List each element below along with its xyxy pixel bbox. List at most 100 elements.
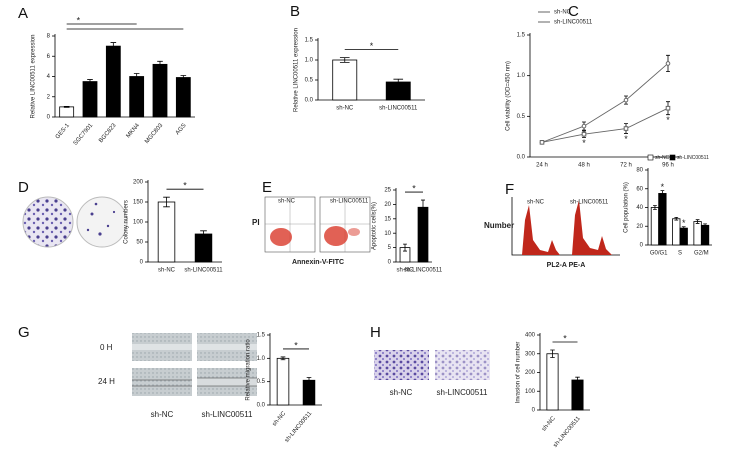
x-tick-label: G2/M	[694, 251, 709, 257]
y-tick-label: 6	[47, 54, 51, 60]
y-axis-label: Invasion of cell number	[516, 342, 522, 404]
y-tick-label: 20	[636, 224, 643, 230]
panel-letter: G	[18, 324, 30, 341]
error-bar	[87, 79, 93, 84]
image-axis-label: Annexin-V-FITC	[292, 259, 344, 266]
error-bar	[63, 105, 70, 108]
error-bar	[280, 356, 286, 361]
x-tick-label: G0/G1	[650, 251, 668, 257]
y-tick-label: 0.5	[257, 379, 266, 385]
cycle-histograms	[511, 197, 620, 256]
legend-swatch	[669, 154, 676, 161]
x-tick-label: AGS	[175, 123, 188, 137]
y-axis-label: Apoptotic cells(%)	[372, 202, 378, 250]
x-tick-label: sh-NC	[336, 106, 354, 112]
colony-plate	[22, 196, 74, 248]
colonies	[86, 202, 116, 236]
y-tick-label: 8	[47, 34, 51, 40]
panel-letter: F	[505, 181, 514, 198]
panel-letter: E	[262, 179, 272, 196]
error-bar	[157, 60, 163, 68]
bar	[175, 77, 191, 118]
image-axis-label: Number	[484, 221, 514, 230]
legend-label: sh-LINC00511	[554, 20, 593, 26]
image-row-label: 24 H	[98, 377, 115, 386]
error-bar	[421, 199, 425, 215]
panel-letter: C	[568, 3, 579, 20]
bar	[417, 206, 429, 263]
error-bar	[163, 196, 170, 208]
y-tick-label: 15	[384, 216, 391, 222]
y-tick-label: 1.5	[517, 33, 526, 39]
error-bar	[666, 54, 670, 72]
marker	[665, 61, 671, 66]
significance-star: *	[666, 115, 670, 125]
error-bar	[339, 57, 350, 63]
significance-star: *	[294, 340, 298, 350]
bar	[650, 207, 660, 246]
x-tick-label: sh-LINC00511	[184, 268, 223, 274]
significance-star: *	[412, 183, 416, 193]
bar	[82, 81, 98, 118]
y-tick-label: 0	[388, 260, 392, 266]
image-row-label: 0 H	[100, 343, 113, 352]
y-tick-label: 1.5	[305, 38, 314, 44]
y-tick-label: 200	[133, 180, 144, 186]
colony-plate	[76, 196, 128, 248]
image-label: sh-NC	[151, 410, 174, 419]
series-line	[541, 63, 669, 143]
x-tick-label: sh-LINC00511	[284, 410, 314, 444]
significance-star: *	[77, 15, 81, 25]
x-tick-label: sh-NC	[272, 410, 288, 427]
flow-plots	[264, 196, 371, 253]
y-axis-label: Relative LINC00511 expression	[31, 35, 37, 119]
bar	[157, 201, 176, 263]
y-tick-label: 80	[636, 168, 643, 174]
error-bar	[393, 78, 404, 86]
x-tick-label: 96 h	[662, 163, 674, 169]
y-axis-label: Colony numbers	[124, 200, 130, 244]
significance-star: *	[624, 134, 628, 144]
image-label: sh-LINC00511	[570, 200, 609, 206]
panel-letter: A	[18, 5, 28, 22]
x-tick-label: sh-LINC00511	[553, 415, 583, 449]
x-tick-label: sh-LINC00511	[404, 268, 443, 274]
y-tick-label: 60	[636, 186, 643, 192]
error-bar	[653, 205, 657, 210]
y-tick-label: 0	[140, 260, 144, 266]
error-bar	[306, 377, 312, 384]
error-bar	[674, 216, 679, 221]
error-bar	[133, 73, 140, 80]
error-bar	[681, 226, 686, 230]
image-axis-label: PL2-A PE-A	[547, 262, 586, 269]
y-tick-label: 0	[532, 408, 536, 414]
y-tick-label: 0.0	[305, 98, 314, 104]
error-bar	[200, 230, 207, 238]
marker	[623, 97, 629, 103]
error-bar	[110, 42, 117, 51]
image-label: sh-LINC00511	[437, 388, 489, 397]
y-tick-label: 0.0	[517, 155, 526, 161]
error-bar	[180, 75, 187, 80]
error-bar	[403, 243, 407, 252]
x-tick-label: sh-LINC00511	[379, 106, 418, 112]
image-label: sh-LINC00511	[330, 199, 369, 205]
y-tick-label: 300	[525, 351, 536, 357]
error-bar	[695, 219, 700, 224]
y-tick-label: 100	[525, 389, 536, 395]
significance-star: *	[183, 181, 187, 191]
marker	[665, 105, 671, 111]
bar	[105, 45, 121, 118]
y-tick-label: 10	[384, 231, 391, 237]
x-tick-label: sh-NC	[396, 268, 414, 274]
series-line	[541, 107, 669, 143]
transwell-image	[374, 350, 429, 380]
y-tick-label: 1.0	[517, 73, 526, 79]
significance-star: *	[563, 333, 567, 343]
y-tick-label: 200	[525, 370, 536, 376]
transwell-image	[435, 350, 490, 380]
marker	[623, 126, 629, 131]
x-tick-label: SGC7901	[73, 122, 95, 147]
bar	[571, 379, 584, 411]
y-axis-label: Cell population (%)	[624, 182, 630, 233]
